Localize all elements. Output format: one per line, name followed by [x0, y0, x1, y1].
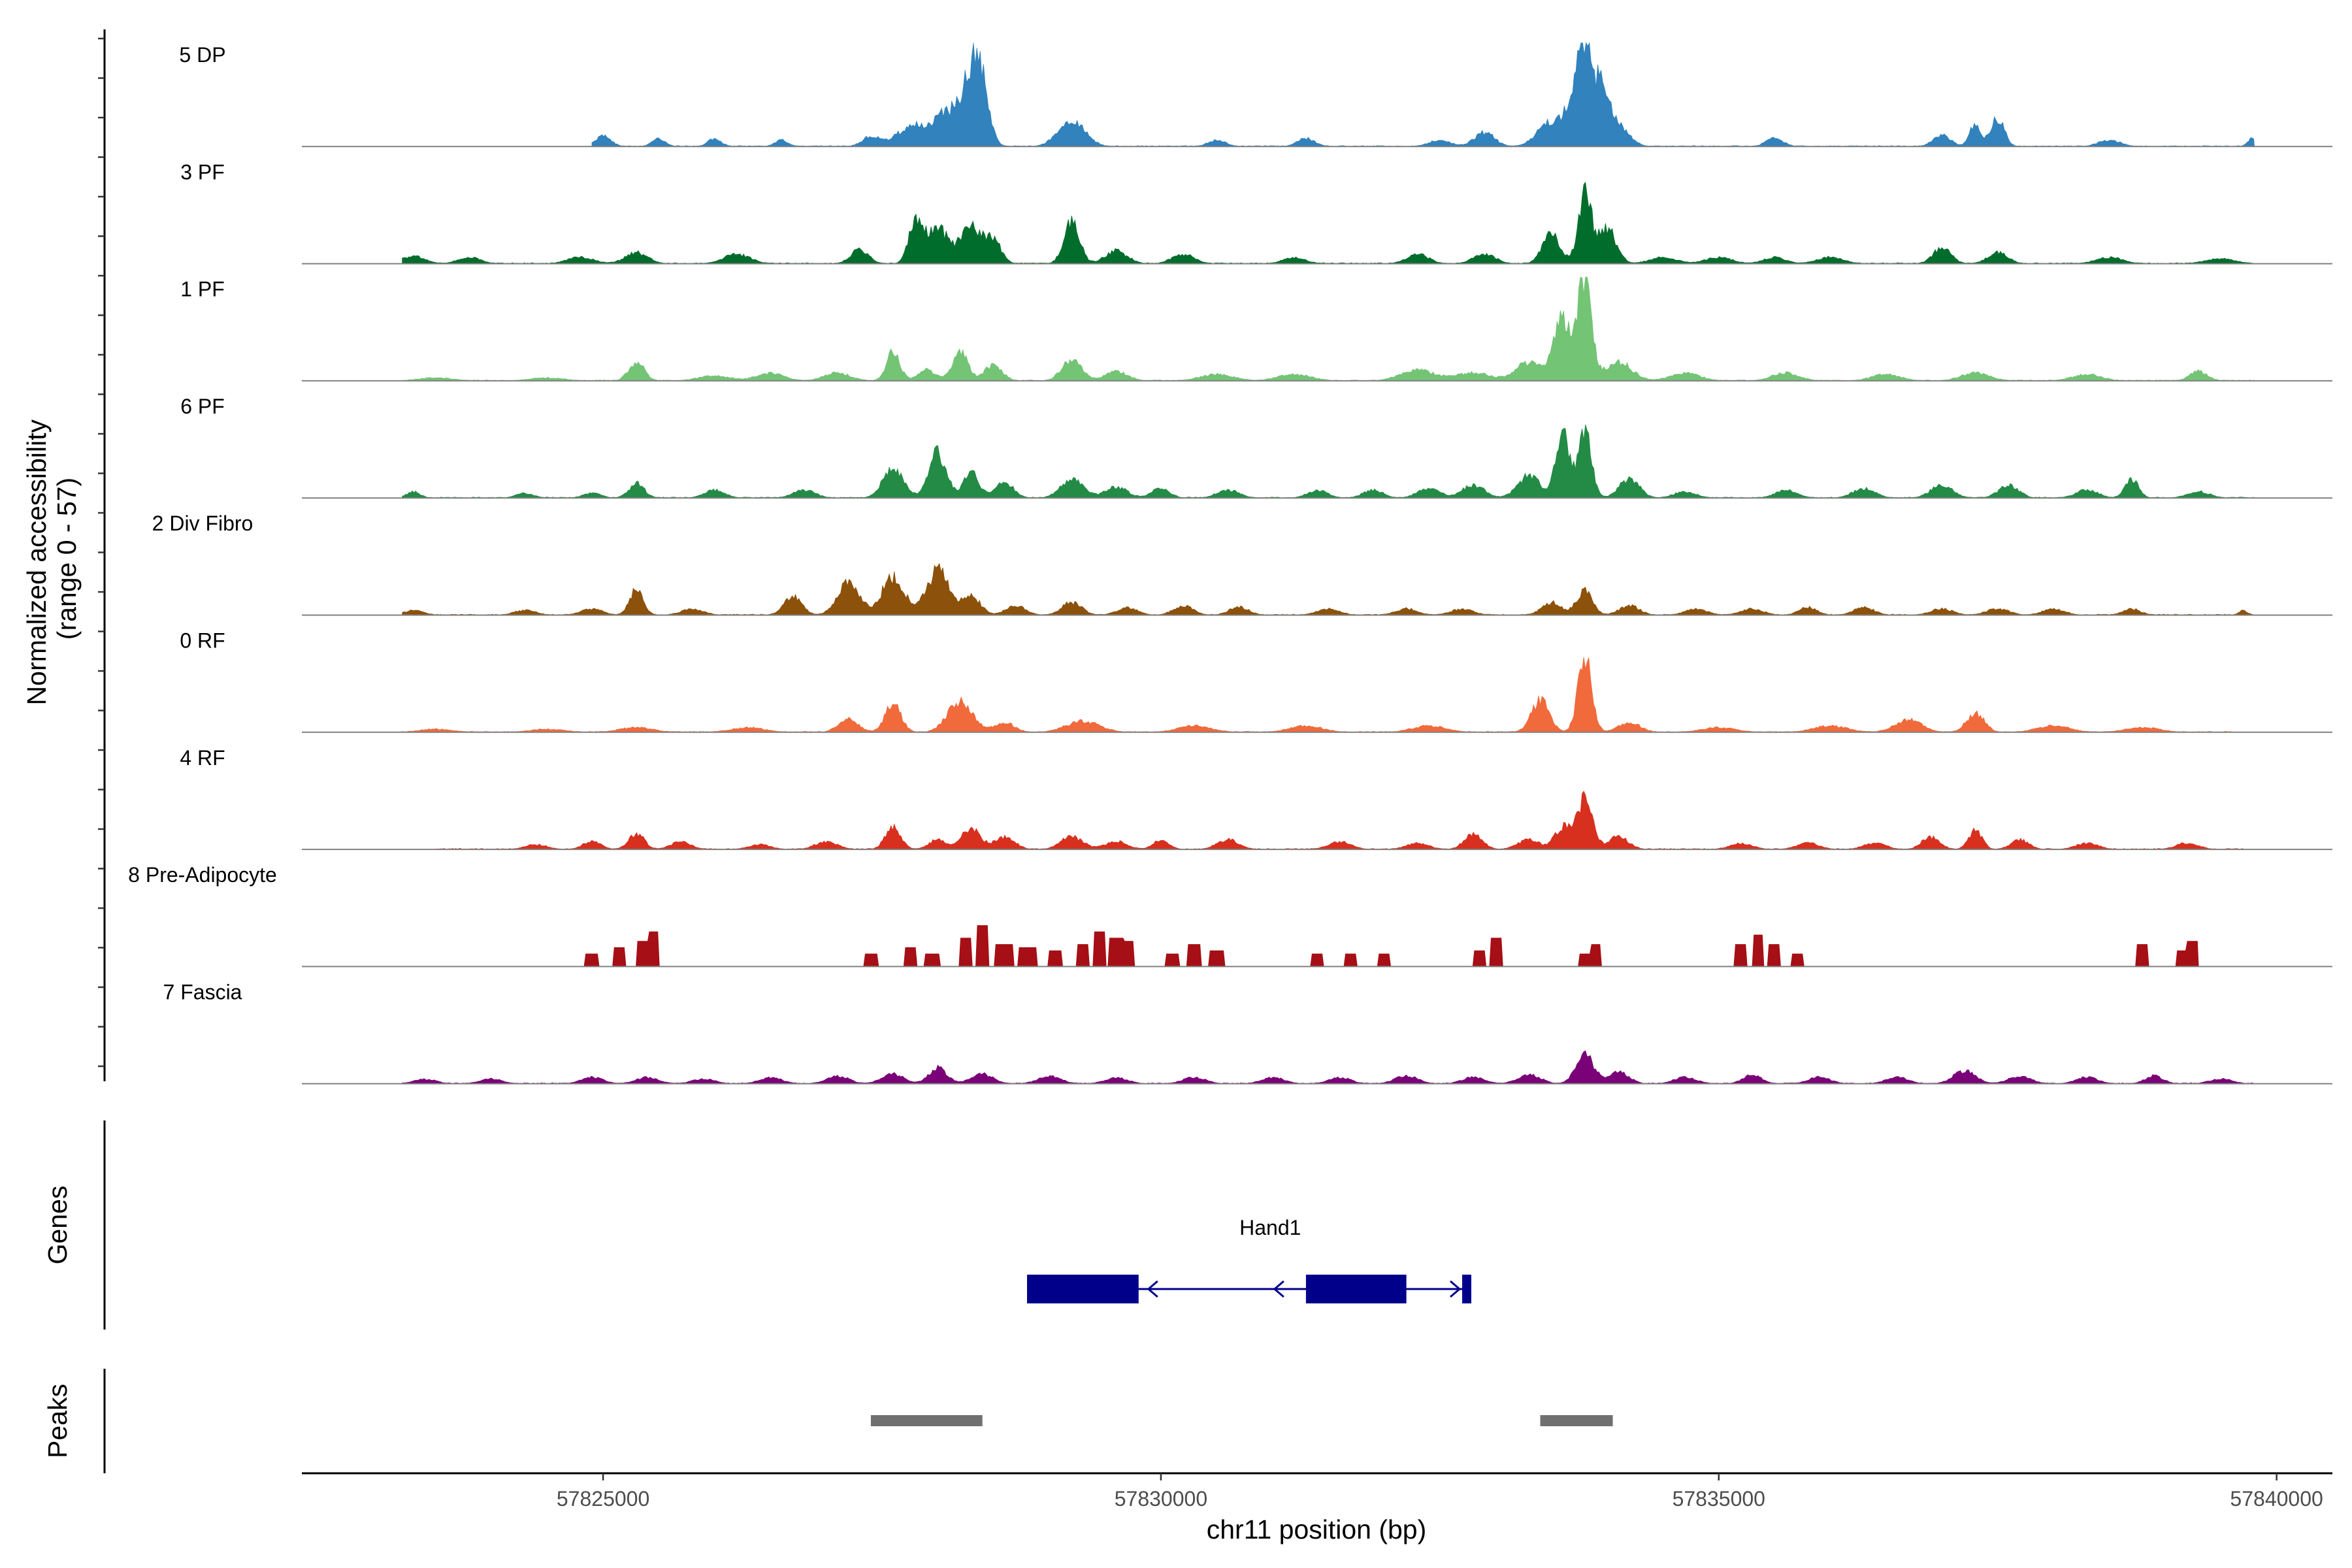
y-axis-title: Normalized accessibility (range 0 - 57) — [22, 412, 82, 706]
track-label: 7 Fascia — [163, 980, 242, 1004]
coverage-area — [435, 791, 2244, 850]
gene-exon — [1027, 1275, 1139, 1303]
x-axis-title: chr11 position (bp) — [1207, 1514, 1427, 1544]
gene-name-label: Hand1 — [1239, 1216, 1301, 1239]
gene-exon — [1305, 1275, 1407, 1303]
track-label: 4 RF — [180, 746, 225, 770]
y-axis-title-line1: Normalized accessibility — [22, 419, 52, 705]
track-2-div-fibro: 2 Div Fibro — [152, 512, 2332, 616]
track-label: 2 Div Fibro — [152, 512, 253, 535]
coverage-tracks: 5 DP 3 PF 1 PF 6 PF 2 Div Fibro 0 RF 4 RF 8 Pre… — [128, 42, 2332, 1085]
x-tick-label: 57835000 — [1673, 1487, 1765, 1511]
coverage-area — [402, 563, 2255, 615]
gene-strand-arrow — [1273, 1280, 1284, 1298]
coverage-area — [591, 42, 2255, 147]
gene-exon — [1462, 1275, 1471, 1303]
x-axis-ticks: 57825000 57830000 57835000 57840000 — [557, 1473, 2323, 1511]
track-label: 8 Pre-Adipocyte — [128, 863, 277, 887]
x-tick-label: 57825000 — [557, 1487, 649, 1511]
peaks-panel-label: Peaks — [42, 1384, 73, 1458]
track-0-rf: 0 RF — [180, 629, 2332, 733]
track-8-pre-adipocyte: 8 Pre-Adipocyte — [128, 863, 2332, 968]
y-axis-title-line2: (range 0 - 57) — [52, 478, 82, 640]
coverage-area — [580, 925, 2199, 967]
genes-panel-label: Genes — [42, 1186, 73, 1265]
x-tick-label: 57830000 — [1115, 1487, 1207, 1511]
peak-region — [870, 1415, 983, 1426]
track-label: 6 PF — [180, 395, 225, 418]
track-6-pf: 6 PF — [180, 395, 2332, 499]
track-3-pf: 3 PF — [180, 160, 2332, 265]
gene-track: Hand1 — [1027, 1216, 1471, 1303]
coverage-area — [402, 424, 2255, 498]
track-label: 3 PF — [180, 160, 225, 184]
x-tick-label: 57840000 — [2230, 1487, 2323, 1511]
coverage-area — [402, 181, 2255, 265]
track-label: 5 DP — [179, 43, 225, 67]
peak-track — [870, 1415, 1613, 1426]
track-4-rf: 4 RF — [180, 746, 2332, 851]
coverage-area — [402, 657, 2233, 733]
track-7-fascia: 7 Fascia — [163, 980, 2332, 1085]
coverage-area — [402, 276, 2255, 382]
peak-region — [1540, 1415, 1613, 1426]
track-label: 1 PF — [180, 278, 225, 301]
coverage-y-ticks — [98, 37, 105, 1068]
gene-strand-arrow — [1450, 1280, 1462, 1298]
coverage-area — [402, 1050, 2255, 1085]
track-label: 0 RF — [180, 629, 225, 653]
gene-strand-arrow — [1147, 1280, 1158, 1298]
track-1-pf: 1 PF — [180, 276, 2332, 382]
track-5-dp: 5 DP — [179, 42, 2332, 148]
